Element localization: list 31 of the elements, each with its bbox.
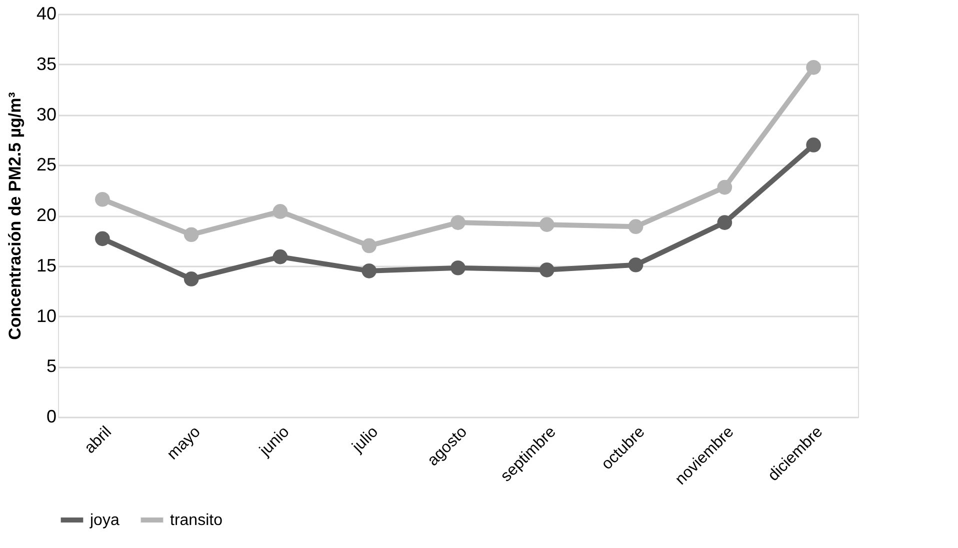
y-tick-label: 5 [46, 356, 56, 376]
point [539, 262, 554, 278]
point [539, 217, 554, 232]
point [272, 204, 288, 219]
x-tick-label: julio [348, 423, 382, 456]
point [628, 257, 644, 272]
point [717, 180, 732, 195]
point [184, 227, 199, 242]
point [95, 231, 110, 246]
point [450, 215, 466, 230]
point [628, 219, 644, 234]
point [272, 249, 288, 264]
point [184, 272, 199, 286]
point [362, 238, 377, 254]
point [450, 260, 466, 276]
y-tick-label: 0 [46, 406, 56, 426]
legend-label: transito [170, 512, 223, 529]
y-tick-label: 30 [36, 104, 56, 124]
point [95, 192, 110, 207]
point [362, 264, 377, 278]
y-tick-label: 15 [36, 255, 56, 276]
legend-label: joya [89, 512, 120, 529]
y-axis-title: Concentración de PM2.5 µg/m³ [5, 92, 24, 340]
point [806, 60, 821, 75]
y-tick-label: 25 [36, 154, 56, 175]
y-tick-label: 40 [36, 4, 56, 24]
y-tick-label: 20 [36, 205, 56, 225]
y-tick-label: 35 [36, 54, 56, 74]
point [717, 215, 732, 230]
y-tick-label: 10 [36, 306, 56, 326]
point [806, 138, 821, 152]
